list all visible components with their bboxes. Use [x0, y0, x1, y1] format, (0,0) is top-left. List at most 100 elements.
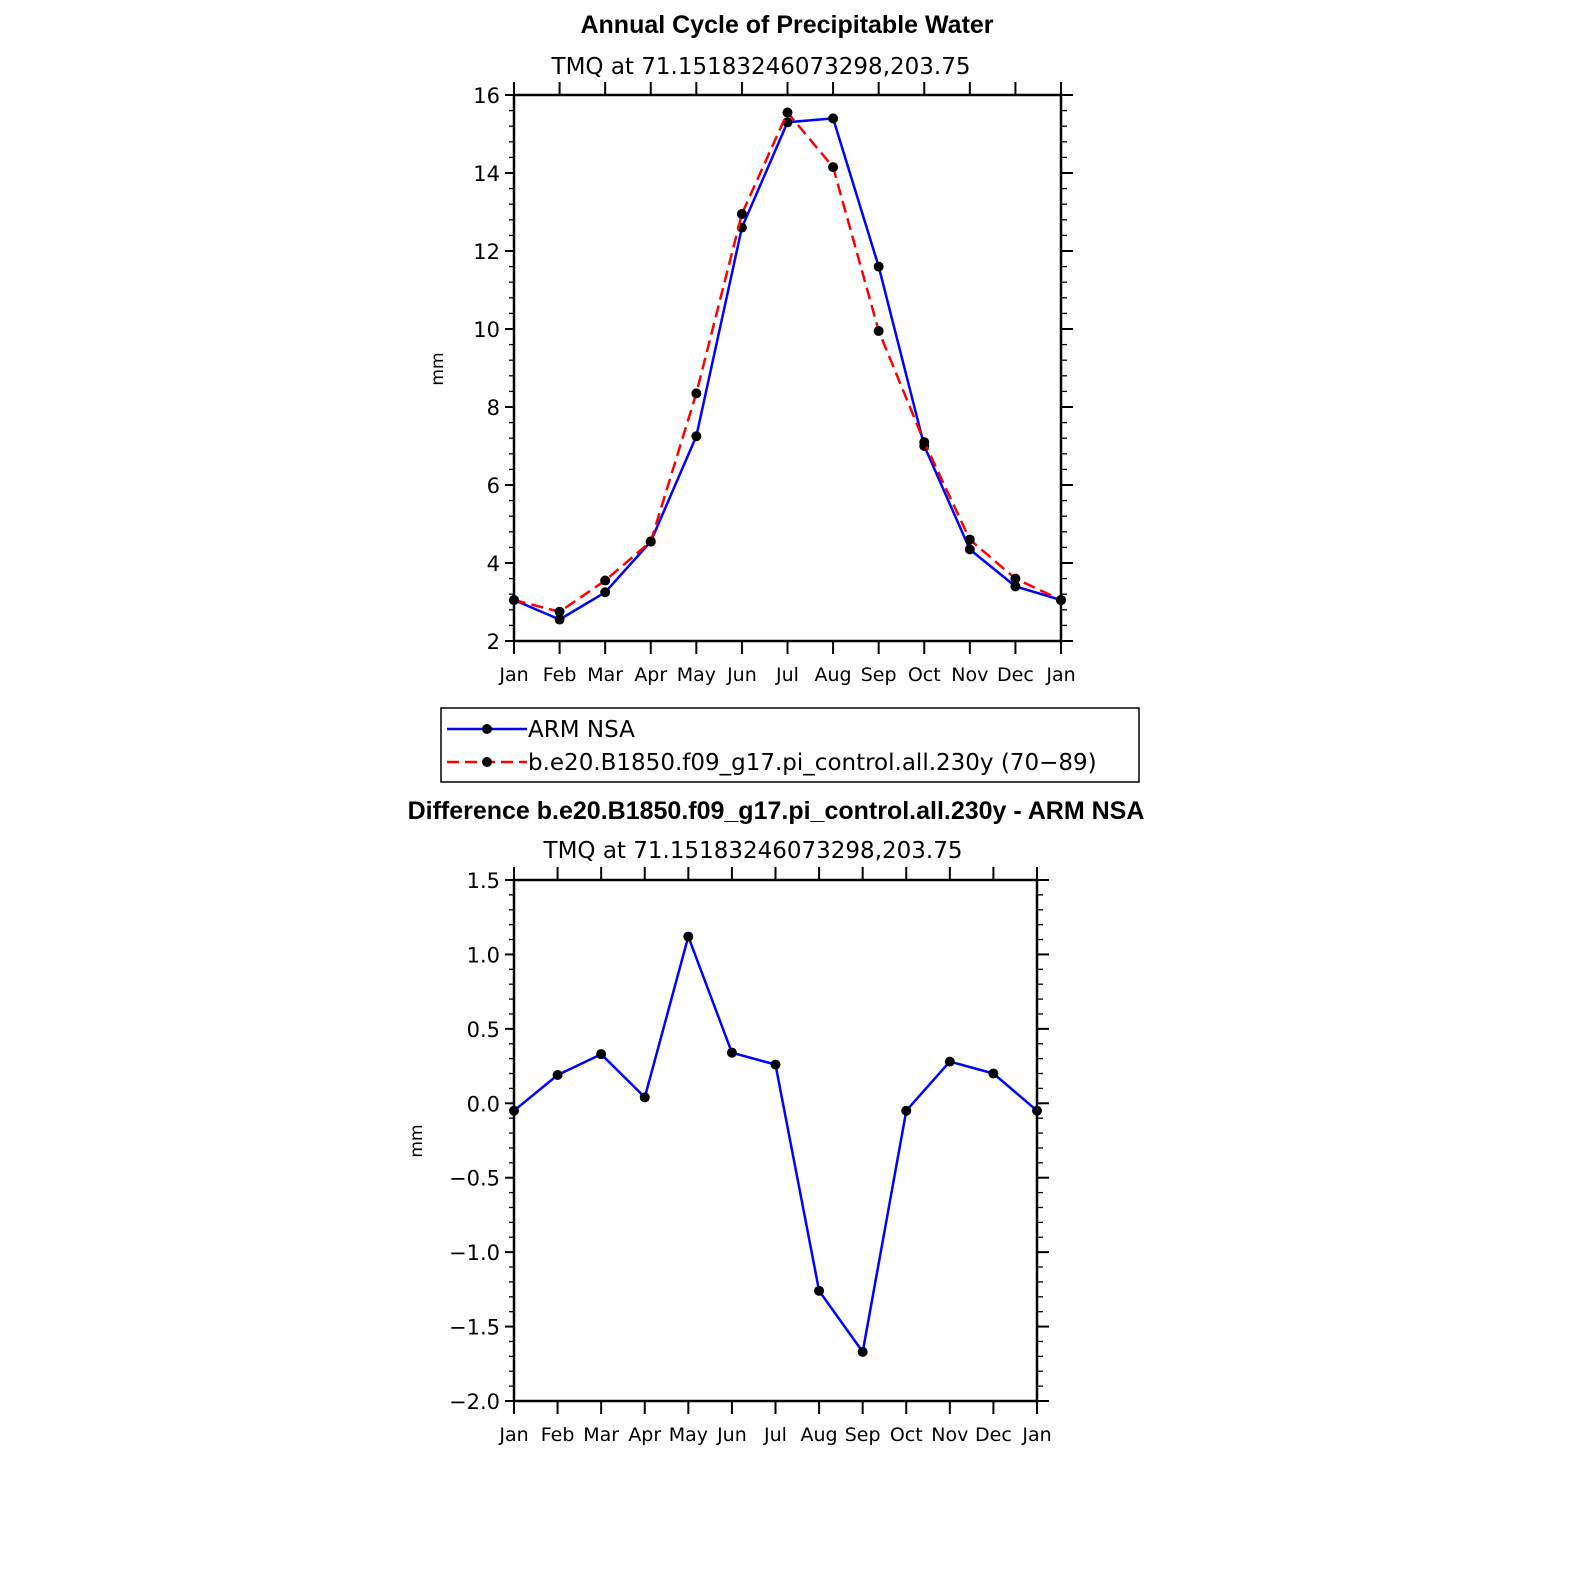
- data-point: [509, 595, 519, 606]
- data-point: [645, 536, 656, 547]
- x-tick-label: Aug: [815, 664, 852, 686]
- y-tick-label: 4: [487, 552, 500, 576]
- legend-box: [440, 707, 1140, 783]
- x-tick-label: Apr: [634, 664, 667, 686]
- chart2-series: [509, 931, 1042, 1357]
- data-point: [1032, 1105, 1042, 1116]
- x-tick-label: Jan: [1021, 1424, 1051, 1446]
- data-point: [873, 325, 884, 336]
- x-tick-label: May: [669, 1424, 708, 1446]
- x-tick-label: Feb: [543, 664, 577, 686]
- chart2-ticks: 1.5 1.0 0.5 0.0 −0.5 −1.0 −1.5 −2.0 Jan Feb Mar Apr…: [449, 867, 1052, 1446]
- x-tick-label: May: [677, 664, 716, 686]
- chart1-y-axis-title: mm: [428, 352, 448, 385]
- chart2-plot-frame: [512, 878, 1039, 1403]
- x-tick-label: Nov: [951, 664, 988, 686]
- series-line-0: [513, 117, 1062, 621]
- y-tick-label: 2: [487, 630, 500, 654]
- data-point: [964, 534, 975, 545]
- data-point: [873, 261, 884, 272]
- difference-chart: Difference b.e20.B1850.f09_g17.pi_contro…: [407, 797, 1144, 1446]
- x-tick-label: Jan: [498, 1424, 528, 1446]
- x-tick-label: Mar: [587, 664, 623, 686]
- data-point: [600, 587, 611, 598]
- x-tick-label: Jan: [498, 664, 528, 686]
- x-tick-label: Jan: [1045, 664, 1075, 686]
- data-point: [988, 1068, 999, 1079]
- data-point: [726, 1047, 737, 1058]
- data-point: [639, 1092, 650, 1103]
- data-point: [857, 1346, 868, 1357]
- y-tick-label: 10: [473, 318, 500, 342]
- x-tick-label: Sep: [845, 1424, 881, 1446]
- x-tick-label: Jul: [775, 664, 799, 686]
- y-tick-label: 6: [487, 474, 500, 498]
- x-tick-label: Jun: [726, 664, 757, 686]
- y-tick-label: 8: [487, 396, 500, 420]
- chart2-subtitle: TMQ at 71.15183246073298,203.75: [543, 838, 963, 864]
- legend-marker-model: [482, 757, 492, 767]
- y-tick-label: −1.0: [449, 1241, 500, 1265]
- y-tick-label: 0.5: [467, 1018, 500, 1042]
- data-point: [1010, 581, 1021, 592]
- data-point: [782, 117, 793, 128]
- x-tick-label: Mar: [583, 1424, 619, 1446]
- data-point: [901, 1105, 912, 1116]
- data-point: [964, 544, 975, 555]
- chart2-y-axis-title: mm: [407, 1124, 427, 1157]
- annual-cycle-chart: Annual Cycle of Precipitable Water TMQ a…: [428, 11, 1140, 783]
- data-point: [552, 1070, 563, 1081]
- x-tick-label: Aug: [801, 1424, 838, 1446]
- y-tick-label: 14: [473, 162, 500, 186]
- y-tick-label: 16: [473, 84, 500, 108]
- x-tick-label: Jul: [763, 1424, 787, 1446]
- y-tick-label: −0.5: [449, 1167, 500, 1191]
- data-point: [691, 388, 702, 399]
- series-line-0: [513, 935, 1038, 1354]
- data-point: [770, 1059, 781, 1070]
- data-point: [1056, 595, 1066, 606]
- x-tick-label: Jun: [716, 1424, 747, 1446]
- data-point: [944, 1056, 955, 1067]
- chart1-subtitle: TMQ at 71.15183246073298,203.75: [551, 54, 971, 80]
- data-point: [554, 614, 565, 625]
- data-point: [509, 1105, 519, 1116]
- legend-label-arm: ARM NSA: [528, 717, 635, 743]
- chart2-title: Difference b.e20.B1850.f09_g17.pi_contro…: [408, 797, 1145, 825]
- chart1-title: Annual Cycle of Precipitable Water: [580, 11, 993, 39]
- x-tick-label: Dec: [975, 1424, 1012, 1446]
- chart1-ticks: 2 4 6 8 10 12 14 16 Jan Feb Mar Apr May Jun Jul Aug Sep O…: [473, 82, 1076, 686]
- x-tick-label: Dec: [997, 664, 1034, 686]
- data-point: [691, 431, 702, 442]
- x-tick-label: Nov: [931, 1424, 968, 1446]
- data-point: [736, 208, 747, 219]
- legend-label-model: b.e20.B1850.f09_g17.pi_control.all.230y …: [528, 750, 1097, 776]
- y-tick-label: −2.0: [449, 1390, 500, 1414]
- data-point: [782, 107, 793, 118]
- y-tick-label: 1.5: [467, 869, 500, 893]
- chart1-legend: ARM NSA b.e20.B1850.f09_g17.pi_control.a…: [440, 707, 1140, 783]
- chart1-series: [509, 107, 1066, 625]
- data-point: [1010, 573, 1021, 584]
- series-line-1: [513, 111, 1062, 614]
- x-tick-label: Oct: [908, 664, 941, 686]
- data-point: [554, 606, 565, 617]
- y-tick-label: 12: [473, 240, 500, 264]
- y-tick-label: 0.0: [467, 1092, 500, 1116]
- x-tick-label: Sep: [861, 664, 897, 686]
- data-point: [600, 575, 611, 586]
- legend-marker-arm: [482, 724, 492, 734]
- data-point: [919, 437, 930, 448]
- data-point: [828, 162, 839, 173]
- data-point: [596, 1049, 607, 1060]
- data-point: [828, 113, 839, 124]
- x-tick-label: Apr: [628, 1424, 661, 1446]
- data-point: [814, 1285, 825, 1296]
- data-point: [683, 931, 694, 942]
- x-tick-label: Feb: [541, 1424, 575, 1446]
- y-tick-label: 1.0: [467, 943, 500, 967]
- x-tick-label: Oct: [890, 1424, 923, 1446]
- y-tick-label: −1.5: [449, 1316, 500, 1340]
- chart1-plot-frame: [512, 93, 1063, 643]
